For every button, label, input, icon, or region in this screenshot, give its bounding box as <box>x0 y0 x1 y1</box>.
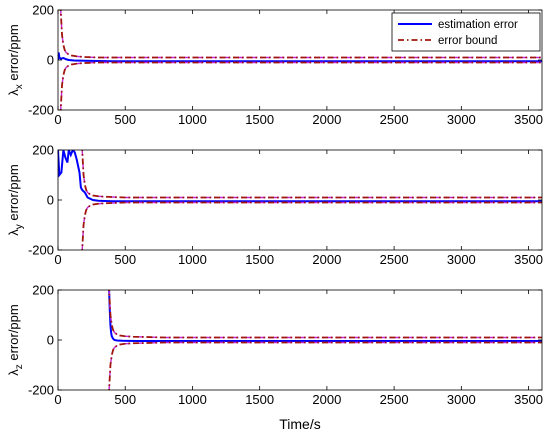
x-tick-label: 2500 <box>380 112 409 127</box>
x-tick-label: 2000 <box>312 112 341 127</box>
y-tick-label: 0 <box>47 333 54 348</box>
y-axis-label-text: error/ppm <box>6 304 21 364</box>
y-axis-label-text: error/ppm <box>6 164 21 224</box>
x-tick-label: 2000 <box>312 392 341 407</box>
error-bound-line-1 <box>59 10 542 59</box>
error-bound-line-magenta-2 <box>59 61 542 110</box>
y-axis-label-symbol: λ <box>6 369 21 376</box>
x-tick-label: 1500 <box>245 252 274 267</box>
x-tick-label: 2500 <box>380 392 409 407</box>
x-tick-label: 2000 <box>312 252 341 267</box>
x-tick-label: 3500 <box>514 252 543 267</box>
legend-box <box>391 12 541 52</box>
error-bound-line-2 <box>81 201 542 250</box>
data-layer <box>58 150 542 250</box>
y-tick-label: 200 <box>32 143 54 158</box>
estimation-error-line-0 <box>58 52 542 63</box>
x-tick-label: 500 <box>114 112 136 127</box>
legend: estimation error error bound <box>391 12 541 52</box>
error-bound-line-1 <box>81 150 542 199</box>
y-tick-label: 200 <box>32 283 54 298</box>
x-tick-label: 1500 <box>245 112 274 127</box>
estimation-error-line-0 <box>108 290 542 342</box>
y-axis-label: λz error/ppm <box>6 304 25 375</box>
error-bound-line-1 <box>108 290 542 339</box>
y-axis-label-subscript: x <box>14 84 25 89</box>
x-tick-label: 0 <box>54 252 61 267</box>
y-tick-label: -200 <box>28 243 54 258</box>
x-tick-label: 3000 <box>447 392 476 407</box>
y-axis-label-subscript: y <box>14 224 25 229</box>
y-axis-label: λx error/ppm <box>6 24 25 95</box>
x-tick-label: 500 <box>114 392 136 407</box>
x-tick-label: 3500 <box>514 112 543 127</box>
y-tick-label: -200 <box>28 383 54 398</box>
x-tick-label: 1500 <box>245 392 274 407</box>
y-axis-label-subscript: z <box>14 364 25 369</box>
y-axis-label-text: error/ppm <box>6 24 21 84</box>
x-tick-label: 2500 <box>380 252 409 267</box>
y-axis-label: λy error/ppm <box>6 164 25 235</box>
y-axis-label-symbol: λ <box>6 89 21 96</box>
y-tick-label: -200 <box>28 103 54 118</box>
y-axis-label-symbol: λ <box>6 229 21 236</box>
x-tick-label: 3000 <box>447 112 476 127</box>
x-tick-label: 0 <box>54 392 61 407</box>
x-tick-label: 1000 <box>178 252 207 267</box>
plot-area <box>58 150 542 250</box>
x-tick-label: 500 <box>114 252 136 267</box>
data-layer <box>108 290 542 390</box>
legend-label: error bound <box>438 35 497 47</box>
x-tick-label: 1000 <box>178 392 207 407</box>
data-layer <box>58 10 542 110</box>
y-tick-label: 0 <box>47 53 54 68</box>
x-tick-label: 3500 <box>514 392 543 407</box>
y-tick-label: 200 <box>32 3 54 18</box>
estimation-error-line-0 <box>58 150 542 203</box>
error-bound-line-magenta-1 <box>59 10 542 59</box>
x-tick-label: 0 <box>54 112 61 127</box>
x-tick-label: 1000 <box>178 112 207 127</box>
y-tick-label: 0 <box>47 193 54 208</box>
x-tick-label: 3000 <box>447 252 476 267</box>
x-axis-label: Time/s <box>279 416 320 432</box>
legend-label: estimation error <box>438 19 518 31</box>
error-bound-line-2 <box>59 61 542 110</box>
error-bound-line-2 <box>108 341 542 390</box>
